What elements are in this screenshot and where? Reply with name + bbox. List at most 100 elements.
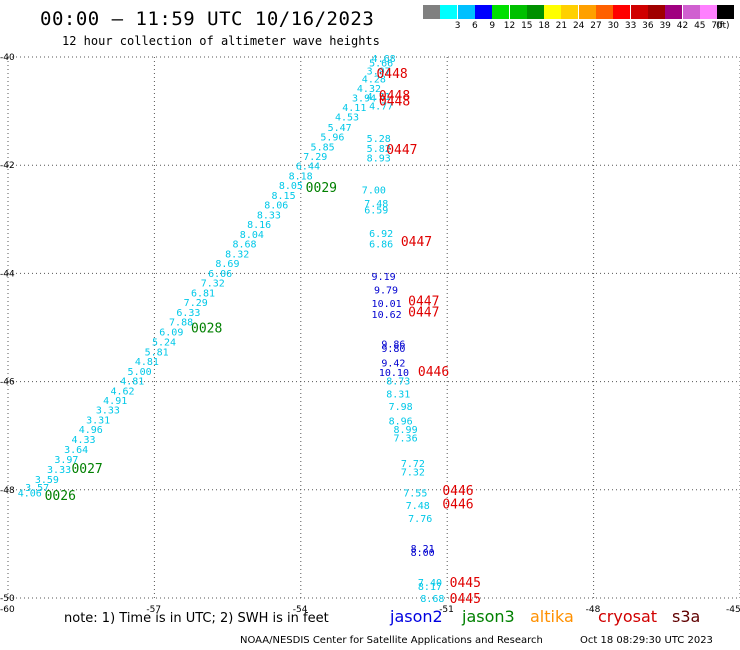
page-title: 00:00 – 11:59 UTC 10/16/2023 [40,8,375,30]
wave-height-value: 5.24 [152,338,176,349]
lat-tick-label: -40 [0,53,15,63]
wave-height-value: 5.96 [320,133,344,144]
wave-height-value: 6.81 [191,288,215,299]
wave-height-value: 3.64 [64,445,88,456]
map-tick-labels: -40 -42 -44 -46 -48 -50-60 -57 -54 -51 -48 -45 [0,53,740,615]
wave-height-value: 3.33 [96,406,120,417]
wave-height-value: 5.82 [367,144,391,155]
wave-height-value: 8.15 [272,191,296,202]
wave-height-value: 4.91 [103,396,127,407]
wave-height-value: 4.96 [79,425,103,436]
wave-height-value: 3.97 [54,455,78,466]
color-scale-swatch [682,5,700,19]
wave-height-value: 5.66 [369,58,393,69]
wave-height-value: 5.00 [128,367,152,378]
wave-height-value: 3.97 [367,67,391,78]
color-scale-swatch [561,5,579,19]
wave-height-value: 8.33 [257,210,281,221]
wave-height-value: 7.00 [362,186,386,197]
wave-height-value: 8.04 [240,230,264,241]
wave-height-value: 6.44 [296,162,320,173]
wave-height-value: 7.76 [408,514,432,525]
wave-height-value: 7.29 [303,152,327,163]
track-time-label: 0445 [450,592,481,607]
color-scale-swatch [423,5,440,19]
color-scale-label: 21 [555,21,568,31]
track-time-label: 0029 [306,181,337,196]
wave-height-value: 10.10 [379,368,409,379]
lon-tick-label: -54 [293,605,308,615]
wave-height-value: 10.01 [372,299,402,310]
track-time-label: 0447 [386,143,417,158]
footer-timestamp: Oct 18 08:29:30 UTC 2023 [580,635,713,646]
color-scale-label: 6 [472,21,478,31]
color-scale-label: 70 [711,21,723,31]
color-scale-label: 24 [572,21,585,31]
lon-tick-label: -51 [439,605,454,615]
wave-height-value: 8.06 [264,201,288,212]
wave-height-labels: 4.063.573.593.333.973.644.334.963.313.33… [18,54,445,605]
wave-height-value: 9.80 [381,344,405,355]
wave-height-value: 5.85 [311,142,335,153]
wave-height-value: 8.16 [247,220,271,231]
wave-height-value: 3.31 [86,415,110,426]
wave-height-value: 4.68 [372,54,396,65]
wave-height-value: 8.31 [386,390,410,401]
wave-height-value: 9.19 [372,272,396,283]
track-time-label: 0026 [45,489,76,504]
wave-height-value: 4.51 [367,92,391,103]
wave-height-value: 7.48 [406,501,430,512]
lon-tick-label: -45 [726,605,740,615]
wave-height-value: 6.33 [176,308,200,319]
wave-height-value: 5.28 [367,134,391,145]
legend-item-altika: altika [530,607,574,626]
color-scale-label: 30 [607,21,620,31]
wave-height-value: 4.53 [335,113,359,124]
color-scale-label: 15 [521,21,533,31]
wave-height-value: 6.86 [369,240,393,251]
lat-tick-label: -42 [0,161,15,171]
track-time-label: 0446 [442,497,473,512]
wave-height-value: 8.00 [411,548,435,559]
wave-height-value: 3.94 [352,94,376,105]
wave-height-value: 7.40 [418,578,442,589]
track-time-label: 0447 [401,235,432,250]
color-scale-swatch [596,5,613,19]
color-scale-swatch [440,5,458,19]
wave-height-value: 4.06 [18,489,42,500]
page-subtitle: 12 hour collection of altimeter wave hei… [62,34,380,48]
track-time-label: 0445 [450,576,481,591]
wave-height-value: 4.32 [357,84,381,95]
color-scale-swatch [578,5,596,19]
wave-height-value: 8.96 [389,417,413,428]
track-time-label: 0446 [418,365,449,380]
wave-height-value: 4.81 [135,357,159,368]
color-scale-swatch [613,5,631,19]
track-labels: 0448044804480447002904470447044700280446… [45,67,481,607]
wave-height-value: 7.29 [184,298,208,309]
footer-credit: NOAA/NESDIS Center for Satellite Applica… [240,635,543,646]
wave-height-value: 6.09 [159,327,183,338]
track-time-label: 0448 [379,94,410,109]
wave-height-value: 4.81 [120,377,144,388]
wave-height-value: 4.28 [362,75,386,86]
wave-height-value: 3.59 [35,475,59,486]
legend-item-jason3: jason3 [462,607,515,626]
wave-height-value: 7.88 [169,318,193,329]
lon-tick-label: -60 [0,605,15,615]
color-scale-label: 18 [538,21,550,31]
footer-note: note: 1) Time is in UTC; 2) SWH is in fe… [64,611,329,626]
track-time-label: 0447 [408,294,439,309]
wave-height-value: 8.73 [386,377,410,388]
color-scale-swatch [457,5,475,19]
color-scale-swatch [630,5,648,19]
wave-height-value: 8.17 [418,582,442,593]
color-scale-label: 12 [503,21,516,31]
wave-height-value: 7.48 [364,199,388,210]
legend-item-jason2: jason2 [390,607,443,626]
wave-height-value: 8.32 [225,249,249,260]
track-time-label: 0446 [442,484,473,499]
wave-height-value: 4.33 [71,435,95,446]
wave-height-value: 6.59 [364,206,388,217]
